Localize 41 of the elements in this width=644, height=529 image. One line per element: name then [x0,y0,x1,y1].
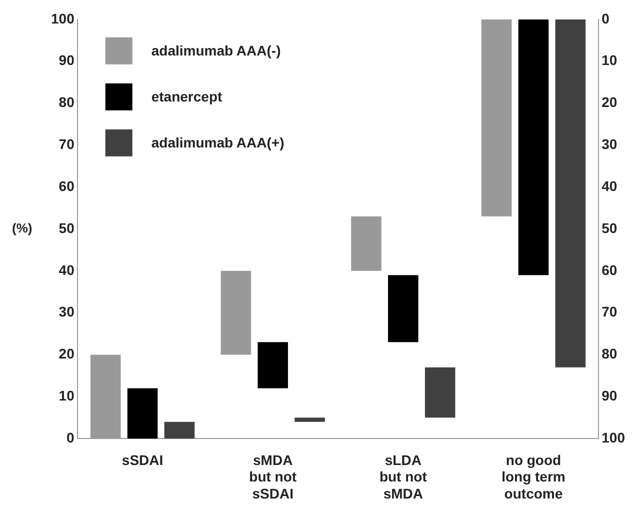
bar [258,342,288,388]
y-tick-label: 10 [58,388,75,404]
y-axis-title: (%) [12,220,32,236]
bar [481,19,512,216]
y-tick-label: 60 [58,178,75,194]
y-tick-label: 100 [51,10,75,26]
y2-tick-label: 40 [602,178,618,194]
bar [424,367,456,418]
y-tick-label: 20 [58,346,75,362]
y2-tick-label: 20 [602,94,618,110]
y2-tick-label: 90 [602,388,618,404]
y2-tick-label: 30 [602,136,618,152]
y-tick-label: 0 [66,429,75,446]
y2-tick-label: 100 [602,429,626,446]
bar [351,216,382,271]
bar [220,270,252,355]
legend-label: adalimumab AAA(-) [151,42,281,58]
y2-tick-label: 50 [602,220,618,236]
bar [294,418,325,422]
x-tick-label: sLDA but not sMDA [379,452,428,502]
x-tick-label: no good long term outcome [502,452,566,502]
y-tick-label: 70 [58,136,75,152]
bar [127,388,158,439]
x-tick-label: sSDAI [122,452,164,468]
y-tick-label: 90 [58,52,75,68]
bar [518,19,549,276]
x-tick-label: sMDA but not sSDAI [249,452,297,502]
legend-label: etanercept [151,88,223,104]
y-tick-label: 80 [58,94,75,110]
y-tick-label: 40 [58,262,75,278]
y2-tick-label: 0 [602,10,610,26]
y2-tick-label: 80 [602,346,618,362]
y-tick-label: 50 [58,220,75,236]
y2-tick-label: 60 [602,262,618,278]
y-tick-label: 30 [58,304,75,320]
legend-label: adalimumab AAA(+) [151,134,284,150]
y2-tick-label: 10 [602,52,618,68]
bar [555,19,586,368]
y2-tick-label: 70 [602,304,618,320]
bar [164,422,195,439]
bar [388,275,418,342]
